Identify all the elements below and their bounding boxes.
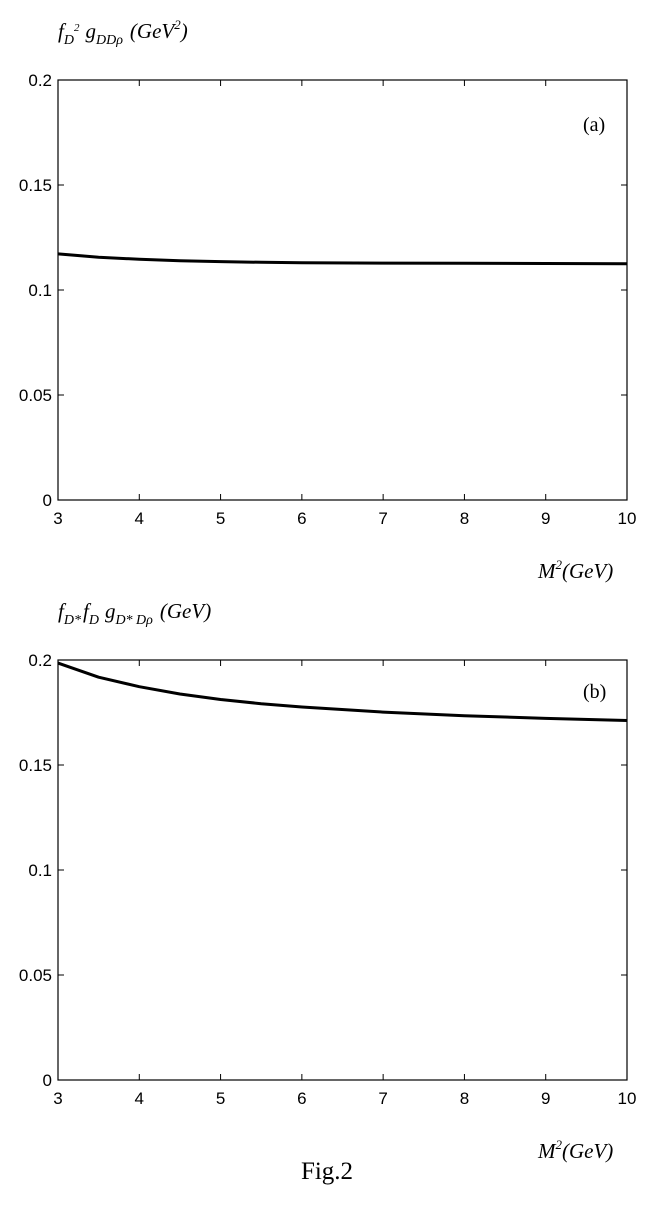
chart-panel-a: 3 4 5 6 7 8 9 10 0 0.05 0.1 0.15 0.2 (a) fD2 gDDρ (Ge… (19, 17, 637, 583)
y-tick-label: 0.15 (19, 176, 52, 195)
y-tick-label: 0.1 (28, 861, 52, 880)
series-line (57, 252, 628, 266)
x-axis-label: M2(GeV) (537, 557, 613, 583)
y-tick-label: 0.05 (19, 386, 52, 405)
x-tick-label: 9 (541, 1089, 550, 1108)
x-tick-label: 4 (135, 509, 144, 528)
x-tick-label: 9 (541, 509, 550, 528)
x-tick-label: 3 (53, 1089, 62, 1108)
y-tick-label: 0.05 (19, 966, 52, 985)
x-tick-label: 6 (297, 509, 306, 528)
x-tick-label: 7 (378, 509, 387, 528)
x-tick-label: 8 (460, 1089, 469, 1108)
chart-panel-b: 3 4 5 6 7 8 9 10 0 0.05 0.1 0.15 0.2 (b) fD*fD gD* D… (19, 599, 637, 1163)
panel-label: (a) (583, 114, 605, 136)
y-tick-labels: 0 0.05 0.1 0.15 0.2 (19, 71, 52, 510)
tick-marks (57, 659, 628, 1081)
panel-label: (b) (583, 681, 606, 703)
y-tick-labels: 0 0.05 0.1 0.15 0.2 (19, 651, 52, 1090)
x-tick-label: 10 (618, 1089, 637, 1108)
figure-caption: Fig.2 (300, 1158, 354, 1185)
y-axis-label: fD2 gDDρ (GeV2) (58, 17, 188, 48)
x-tick-label: 6 (297, 1089, 306, 1108)
x-axis-label: M2(GeV) (537, 1137, 613, 1163)
y-axis-label: fD*fD gD* Dρ (GeV) (58, 599, 211, 628)
y-tick-label: 0.2 (28, 71, 52, 90)
x-tick-label: 10 (618, 509, 637, 528)
y-tick-label: 0.1 (28, 281, 52, 300)
series-line (57, 661, 628, 722)
x-tick-label: 4 (135, 1089, 144, 1108)
y-tick-label: 0 (43, 1071, 52, 1090)
y-tick-label: 0.15 (19, 756, 52, 775)
x-tick-label: 5 (216, 1089, 225, 1108)
y-tick-label: 0.2 (28, 651, 52, 670)
x-tick-labels: 3 4 5 6 7 8 9 10 (53, 1089, 636, 1108)
x-tick-label: 5 (216, 509, 225, 528)
series-lines (57, 252, 628, 266)
tick-marks (57, 79, 628, 501)
plot-frame (57, 659, 628, 1081)
x-tick-label: 7 (378, 1089, 387, 1108)
x-tick-label: 3 (53, 509, 62, 528)
x-tick-label: 8 (460, 509, 469, 528)
x-tick-labels: 3 4 5 6 7 8 9 10 (53, 509, 636, 528)
plot-frame (57, 79, 628, 501)
series-lines (57, 661, 628, 722)
y-tick-label: 0 (43, 491, 52, 510)
